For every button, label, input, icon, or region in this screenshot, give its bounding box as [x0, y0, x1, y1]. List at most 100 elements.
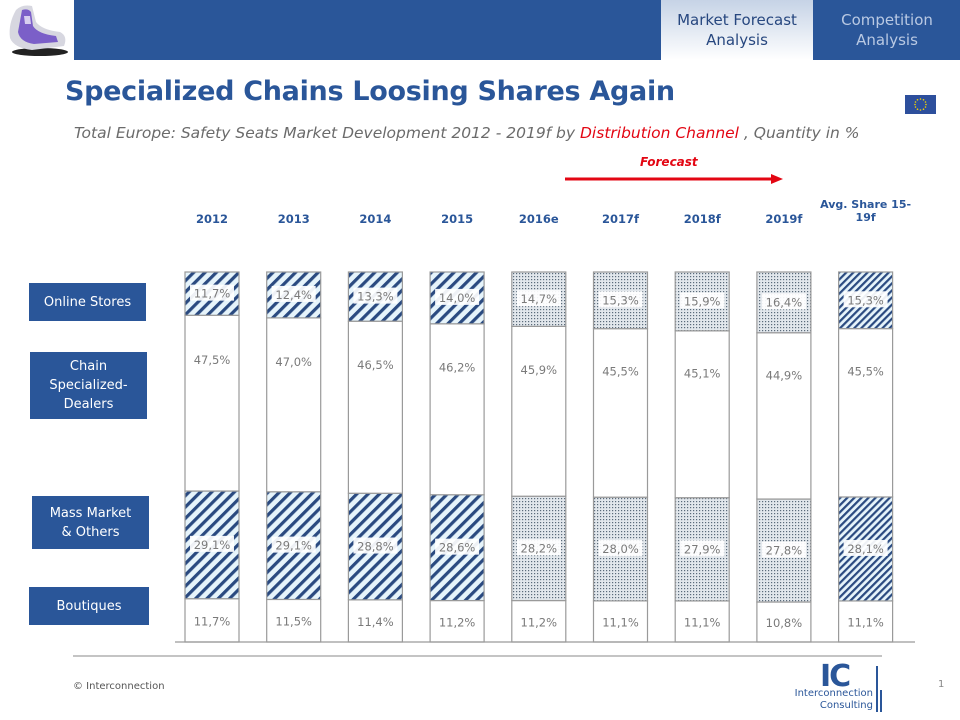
- category-label: 2014: [359, 212, 391, 226]
- car-seat-image: [9, 5, 68, 56]
- data-label: 46,5%: [357, 358, 394, 372]
- bar-segment-boutiques: [674, 600, 730, 643]
- company-name-line1: Interconnection: [794, 688, 873, 699]
- data-label-background: [598, 291, 643, 308]
- bar-segment-boutiques: [184, 598, 240, 643]
- data-label: 28,2%: [521, 541, 558, 555]
- company-logo-mark: IC: [820, 659, 851, 694]
- data-label: 29,1%: [194, 538, 231, 552]
- legend-label: Online Stores: [43, 294, 132, 310]
- data-label: 11,1%: [847, 615, 884, 629]
- bar-segment-boutiques: [592, 600, 649, 643]
- data-label: 15,9%: [684, 294, 721, 308]
- page-number: 1: [938, 679, 945, 690]
- data-label: 28,0%: [602, 542, 639, 556]
- bar-segment-chain-specialized-dealers: [674, 330, 730, 499]
- data-label-background: [843, 539, 888, 556]
- data-label: 11,7%: [194, 287, 231, 301]
- bar-segment-chain-specialized-dealers: [592, 328, 649, 498]
- bar-segment-chain-specialized-dealers: [429, 323, 485, 496]
- legend-online-stores: Online Stores: [29, 283, 146, 321]
- data-label: 28,8%: [357, 540, 394, 554]
- tab-label-line1: Competition: [841, 11, 933, 29]
- category-label: 2018f: [684, 212, 722, 226]
- eu-flag-icon: [905, 95, 936, 114]
- data-label: 45,5%: [602, 365, 639, 379]
- data-label-background: [516, 539, 561, 556]
- data-label: 11,4%: [357, 615, 394, 629]
- subtitle-part2: , Quantity in %: [739, 124, 860, 142]
- tab-competition-analysis[interactable]: Competition Analysis: [814, 0, 960, 60]
- data-label-background: [353, 537, 398, 554]
- data-label: 28,1%: [847, 542, 884, 556]
- chart-subtitle: Total Europe: Safety Seats Market Develo…: [74, 124, 859, 142]
- subtitle-part1: Total Europe: Safety Seats Market Develo…: [74, 124, 580, 142]
- legend-label: Dealers: [63, 397, 114, 412]
- data-label: 11,1%: [602, 615, 639, 629]
- logo-bar: [876, 666, 878, 712]
- data-label: 15,3%: [847, 293, 884, 307]
- tab-label-line2: Analysis: [706, 31, 768, 49]
- data-label: 11,2%: [521, 615, 558, 629]
- bar-segment-chain-specialized-dealers: [347, 320, 403, 494]
- legend-label: Mass Market: [49, 505, 132, 521]
- data-label: 27,8%: [766, 544, 803, 558]
- tab-label-line1: Market Forecast: [677, 11, 797, 29]
- company-logo: IC Interconnection Consulting: [778, 662, 898, 714]
- category-label: Avg. Share 15-: [820, 198, 911, 211]
- category-label: 19f: [856, 211, 876, 224]
- tab-market-forecast-analysis[interactable]: Market Forecast Analysis: [661, 0, 813, 60]
- data-label-background: [190, 284, 234, 301]
- legend-label: Boutiques: [56, 598, 122, 614]
- bar-segment-chain-specialized-dealers: [184, 314, 240, 492]
- category-label: 2013: [278, 212, 310, 226]
- bar-segment-boutiques: [837, 600, 894, 643]
- data-label-background: [435, 538, 480, 555]
- category-label: 2015: [441, 212, 473, 226]
- data-label: 14,7%: [521, 292, 558, 306]
- data-label: 14,0%: [439, 291, 476, 305]
- legend-chain-specialized-dealers: Chain Specialized- Dealers: [30, 352, 147, 419]
- data-label: 16,4%: [766, 295, 803, 309]
- data-label: 47,0%: [275, 355, 312, 369]
- data-label: 12,4%: [275, 288, 312, 302]
- category-label: 2019f: [765, 212, 803, 226]
- data-label-background: [680, 540, 725, 557]
- subtitle-highlight: Distribution Channel: [580, 124, 739, 142]
- category-label: 2016e: [519, 212, 559, 226]
- bar-segment-chain-specialized-dealers: [266, 317, 322, 493]
- data-label: 44,9%: [766, 368, 803, 382]
- bar-segment-chain-specialized-dealers: [511, 325, 567, 497]
- data-label: 11,2%: [439, 615, 476, 629]
- data-label: 11,7%: [194, 614, 231, 628]
- legend-label: & Others: [61, 524, 120, 540]
- data-label: 28,6%: [439, 541, 476, 555]
- data-label: 45,9%: [521, 363, 558, 377]
- forecast-arrow-icon: [565, 174, 783, 184]
- data-label-background: [190, 535, 234, 552]
- data-label: 46,2%: [439, 360, 476, 374]
- bar-segment-boutiques: [429, 599, 485, 643]
- data-label: 11,1%: [684, 615, 721, 629]
- bar-segment-chain-specialized-dealers: [756, 332, 812, 500]
- legend-label: Specialized-: [49, 378, 128, 393]
- data-label: 45,5%: [847, 365, 884, 379]
- data-label-background: [843, 291, 888, 308]
- forecast-label: Forecast: [640, 155, 698, 169]
- logo-bar: [880, 690, 882, 712]
- data-label: 11,5%: [275, 615, 312, 629]
- data-label-background: [516, 290, 561, 307]
- data-label-background: [353, 287, 398, 304]
- data-label: 27,9%: [684, 542, 721, 556]
- data-label: 47,5%: [194, 353, 231, 367]
- page-title: Specialized Chains Loosing Shares Again: [65, 76, 675, 107]
- data-label-background: [271, 285, 316, 302]
- data-label: 13,3%: [357, 290, 394, 304]
- data-label-background: [761, 293, 806, 310]
- legend-mass-market-others: Mass Market & Others: [32, 496, 149, 549]
- data-label-background: [271, 536, 316, 553]
- data-label-background: [761, 541, 806, 558]
- tab-label-line2: Analysis: [856, 31, 918, 49]
- legend-label: Chain: [69, 359, 108, 374]
- data-label: 45,1%: [684, 367, 721, 381]
